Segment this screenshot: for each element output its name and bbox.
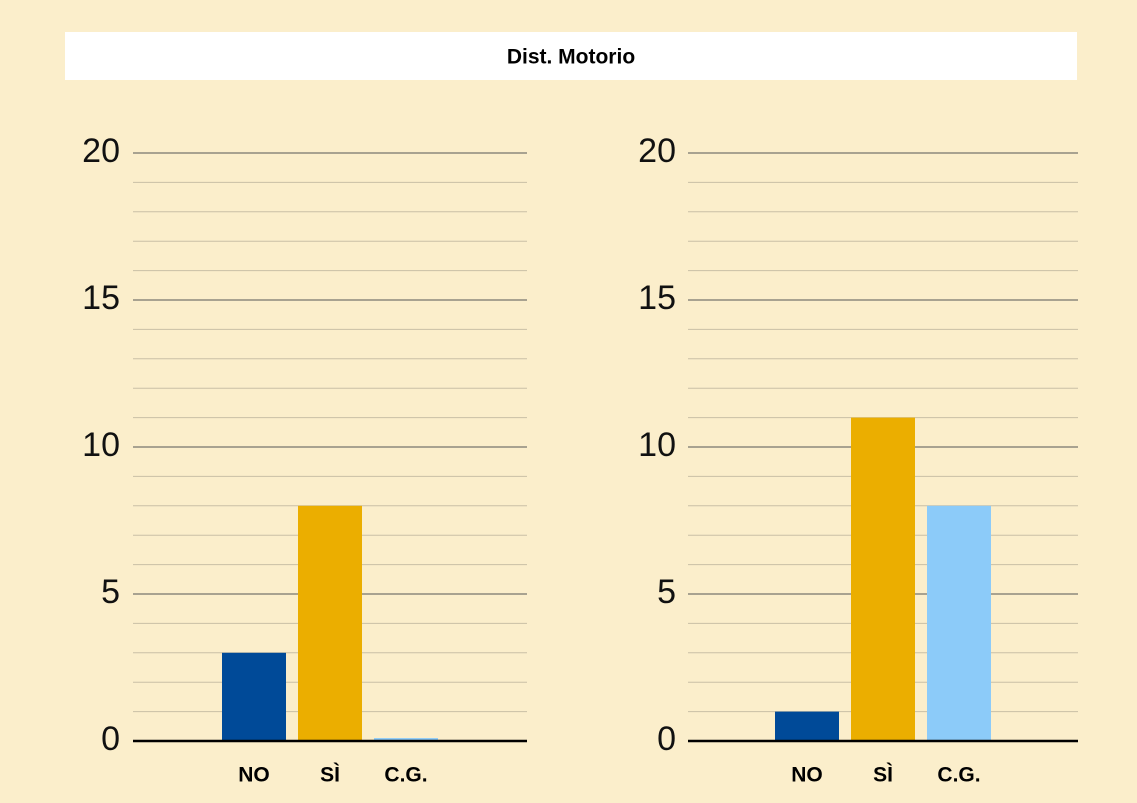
- x-tick-label: SÌ: [320, 764, 340, 787]
- x-tick-label: SÌ: [873, 764, 893, 787]
- x-tick-label: C.G.: [937, 764, 980, 787]
- y-tick-label: 0: [101, 720, 120, 758]
- y-tick-label: 0: [657, 720, 676, 758]
- y-tick-label: 15: [82, 279, 120, 317]
- bar: [374, 738, 438, 741]
- y-tick-label: 10: [638, 426, 676, 464]
- y-tick-label: 20: [82, 132, 120, 170]
- bar: [298, 505, 362, 741]
- chart-title: Dist. Motorio: [507, 46, 635, 69]
- title-banner: [65, 32, 1077, 80]
- x-tick-label: NO: [238, 764, 270, 787]
- y-tick-label: 20: [638, 132, 676, 170]
- x-tick-label: C.G.: [384, 764, 427, 787]
- y-tick-label: 5: [657, 573, 676, 611]
- y-tick-label: 10: [82, 426, 120, 464]
- bar: [222, 652, 286, 741]
- bar: [775, 711, 839, 741]
- bar: [851, 417, 915, 741]
- x-tick-label: NO: [791, 764, 823, 787]
- y-tick-label: 15: [638, 279, 676, 317]
- y-tick-label: 5: [101, 573, 120, 611]
- bar: [927, 505, 991, 741]
